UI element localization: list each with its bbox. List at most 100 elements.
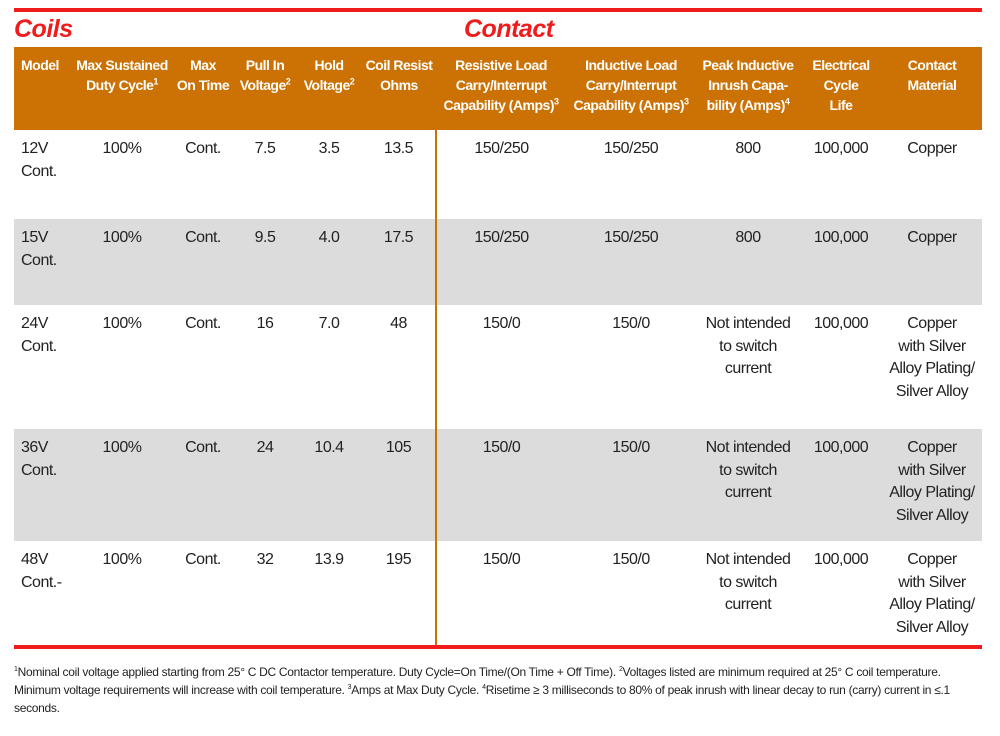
- cell-line: current: [724, 596, 772, 613]
- table-cell: 13.5: [362, 130, 436, 219]
- cell-line: Cont.: [185, 551, 221, 568]
- top-rule: [14, 8, 982, 12]
- table-cell: Cont.: [172, 130, 234, 219]
- header-line: Resistive Load: [455, 57, 547, 73]
- cell-line: Copper: [907, 439, 957, 456]
- header-row: Model Max Sustained Duty Cycle1 Max On Time P…: [14, 47, 982, 130]
- cell-line: 195: [385, 551, 412, 568]
- header-line: Capability (Amps): [443, 97, 554, 113]
- table-cell: 32: [234, 541, 296, 645]
- table-cell: 150/0: [566, 429, 696, 541]
- table-cell: Not intended to switch current: [696, 305, 800, 429]
- cell-line: 12V: [21, 140, 48, 157]
- table-cell: Copper with Silver Alloy Plating/Silver Al…: [882, 541, 982, 645]
- column-header: Inductive Load Carry/Interrupt Capability …: [566, 47, 696, 130]
- column-header: Model: [14, 47, 72, 130]
- cell-line: 36V: [21, 439, 48, 456]
- cell-line: 17.5: [383, 229, 414, 246]
- table-cell: 100%: [72, 541, 172, 645]
- cell-line: Not intended: [705, 315, 791, 332]
- footnote-ref: 3: [684, 96, 689, 107]
- footnote-text: Nominal coil voltage applied starting fr…: [17, 665, 619, 679]
- cell-line: 13.9: [314, 551, 344, 568]
- footnote-text: Voltages listed are minimum required at …: [14, 665, 941, 697]
- section-title-coils: Coils: [14, 15, 73, 43]
- footnote-text: Amps at Max Duty Cycle.: [351, 683, 483, 697]
- cell-line: 4.0: [318, 229, 340, 246]
- table-cell: 150/0: [435, 429, 566, 541]
- cell-line: 32: [256, 551, 274, 568]
- cell-line: with Silver: [898, 337, 966, 355]
- cell-line: Cont.: [185, 229, 221, 246]
- cell-line: 105: [385, 439, 412, 456]
- header-line: Pull In: [245, 57, 285, 73]
- header-line: Contact: [907, 57, 957, 73]
- cell-line: to switch: [719, 573, 777, 591]
- table-cell: 100%: [72, 130, 172, 219]
- header-line: Voltage: [239, 77, 287, 93]
- header-line: On Time: [176, 77, 230, 93]
- table-cell: 100,000: [800, 130, 882, 219]
- table-cell: 36V Cont.: [14, 429, 72, 541]
- cell-line: 100,000: [813, 439, 869, 456]
- column-header: Peak Inductive Inrush Capa-bility (Amps)4: [696, 47, 800, 130]
- cell-line: 24: [256, 439, 274, 456]
- table-cell: 150/0: [566, 541, 696, 645]
- cell-line: 100,000: [813, 551, 869, 568]
- table-cell: 3.5: [296, 130, 362, 219]
- cell-line: Not intended: [705, 439, 791, 456]
- table-row: 24V Cont. 100% Cont. 16 7.0 48 150/0 150/0 Not in…: [14, 305, 982, 429]
- footnote-number: 1: [14, 666, 18, 673]
- footnote-ref: 4: [784, 96, 790, 107]
- table-cell: Copper with Silver Alloy Plating/Silver Al…: [882, 429, 982, 541]
- specs-table: Model Max Sustained Duty Cycle1 Max On Time P…: [14, 47, 982, 645]
- table-cell: 150/250: [566, 130, 696, 219]
- table-cell: 800: [696, 219, 800, 305]
- cell-line: Silver Alloy: [895, 618, 969, 636]
- cell-line: 100%: [102, 140, 142, 157]
- cell-line: 800: [735, 229, 761, 246]
- header-line: Cycle: [823, 77, 859, 93]
- cell-line: with Silver: [898, 461, 966, 479]
- cell-line: Silver Alloy: [895, 382, 969, 400]
- table-cell: 100%: [72, 305, 172, 429]
- table-cell: 100,000: [800, 541, 882, 645]
- header-line: Max Sustained: [76, 57, 168, 73]
- column-header: Max On Time: [172, 47, 234, 130]
- cell-line: 150/250: [603, 229, 659, 246]
- header-line: Life: [829, 97, 853, 113]
- table-cell: 150/0: [435, 541, 566, 645]
- table-cell: 7.0: [296, 305, 362, 429]
- table-cell: 12V Cont.: [14, 130, 72, 219]
- table-cell: 150/0: [566, 305, 696, 429]
- section-title-contact: Contact: [464, 15, 554, 43]
- table-cell: Not intended to switch current: [696, 541, 800, 645]
- table-cell: Cont.: [172, 305, 234, 429]
- header-line: bility (Amps): [706, 97, 786, 113]
- header-line: Inductive Load: [585, 57, 677, 73]
- table-area: Model Max Sustained Duty Cycle1 Max On Time P…: [14, 47, 982, 717]
- cell-line: Silver Alloy: [895, 506, 969, 524]
- column-header: Max Sustained Duty Cycle1: [72, 47, 172, 130]
- cell-line: 150/0: [612, 315, 650, 332]
- header-line: Ohms: [380, 77, 418, 93]
- cell-line: 100,000: [813, 140, 869, 157]
- table-cell: Not intended to switch current: [696, 429, 800, 541]
- cell-line: 150/0: [482, 439, 521, 456]
- footnote-number: 4: [482, 684, 486, 691]
- cell-line: 10.4: [314, 439, 344, 456]
- table-row: 36V Cont. 100% Cont. 24 10.4 105 150/0 150/0 Not …: [14, 429, 982, 541]
- table-cell: Cont.: [172, 541, 234, 645]
- table-row: 48V Cont.- 100% Cont. 32 13.9 195 150/0 150/0 Not…: [14, 541, 982, 645]
- cell-line: Copper: [907, 551, 957, 568]
- cell-line: 100,000: [813, 315, 869, 332]
- header-line: Model: [21, 57, 59, 73]
- cell-line: Cont.: [21, 251, 57, 269]
- header-line: Peak Inductive: [702, 57, 794, 73]
- cell-line: 3.5: [318, 140, 340, 157]
- cell-line: 150/0: [482, 551, 521, 568]
- cell-line: 24V: [21, 315, 48, 332]
- table-cell: 100,000: [800, 219, 882, 305]
- cell-line: Alloy Plating/: [889, 484, 975, 501]
- cell-line: 100%: [102, 229, 142, 246]
